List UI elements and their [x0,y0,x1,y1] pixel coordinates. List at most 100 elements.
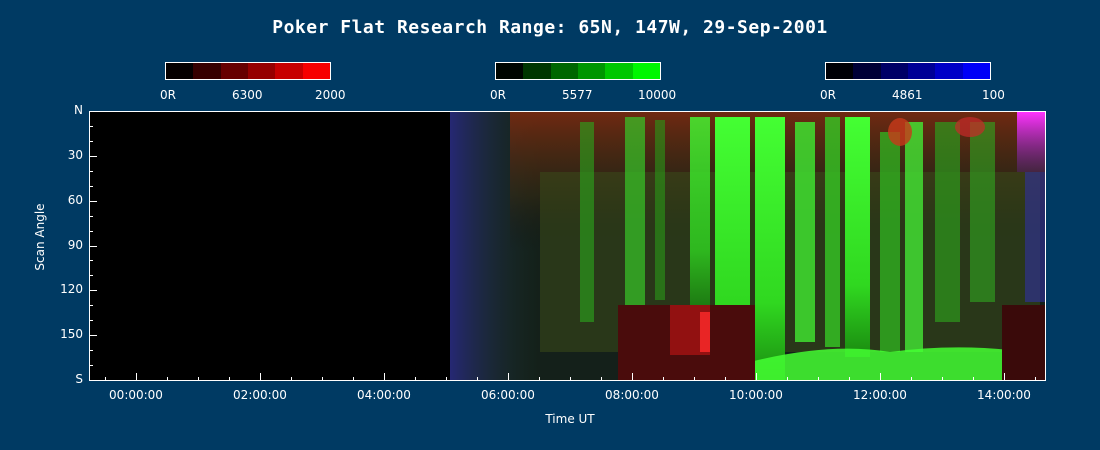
x-minor-tick [322,377,323,381]
colorbar-segment [496,63,524,79]
colorbar-segment [577,63,606,79]
colorbar-segment [193,63,221,79]
x-tick [136,373,137,381]
y-minor-tick [89,275,93,277]
colorbar-4861-channel-label: 4861 [892,88,923,102]
colorbar-6300 [165,62,331,80]
x-minor-tick [1035,377,1036,381]
keogram-plot-area [89,111,1046,381]
x-minor-tick [229,377,230,381]
x-minor-tick [477,377,478,381]
x-tick [508,373,509,381]
x-tick-label: 10:00:00 [729,388,783,402]
y-tick [89,380,97,381]
y-tick-label: S [75,372,83,386]
x-tick-label: 08:00:00 [605,388,659,402]
x-minor-tick [539,377,540,381]
y-minor-tick [89,305,93,307]
x-minor-tick [911,377,912,381]
colorbar-segment [826,63,854,79]
y-minor-tick [89,365,93,367]
y-minor-tick [89,215,93,217]
y-axis-label: Scan Angle [33,203,47,271]
y-tick [89,155,97,157]
y-minor-tick [89,260,93,262]
x-minor-tick [694,377,695,381]
x-minor-tick [663,377,664,381]
x-minor-tick [601,377,602,381]
y-tick-label: 120 [60,282,83,297]
y-tick-label: 150 [60,327,83,342]
colorbar-segment [166,63,194,79]
x-minor-tick [415,377,416,381]
colorbar-segment [880,63,908,79]
x-minor-tick [942,377,943,381]
colorbar-segment [550,63,578,79]
colorbar-segment [275,63,303,79]
colorbar-5577-min-label: 0R [490,88,506,102]
colorbar-5577 [495,62,661,80]
y-tick-label: 90 [67,237,83,252]
y-minor-tick [89,350,93,352]
colorbar-segment [247,63,276,79]
aurora-image [450,112,1045,380]
x-minor-tick [818,377,819,381]
colorbar-segment [632,63,660,79]
colorbar-4861-min-label: 0R [820,88,836,102]
colorbar-segment [935,63,963,79]
y-minor-tick [89,140,93,142]
x-minor-tick [446,377,447,381]
y-minor-tick [89,230,93,232]
y-minor-tick [89,125,93,127]
colorbar-5577-channel-label: 5577 [562,88,593,102]
y-tick-label: 30 [67,147,83,162]
y-tick-label: 60 [67,192,83,207]
y-tick [89,200,97,202]
colorbar-segment [302,63,330,79]
x-tick [384,373,385,381]
x-tick-label: 00:00:00 [109,388,163,402]
x-tick-label: 12:00:00 [853,388,907,402]
y-tick [89,290,97,292]
x-tick [260,373,261,381]
y-minor-tick [89,185,93,187]
chart-title: Poker Flat Research Range: 65N, 147W, 29… [272,17,828,38]
y-minor-tick [89,170,93,172]
colorbar-segment [907,63,936,79]
colorbar-segment [605,63,633,79]
colorbar-segment [523,63,551,79]
x-minor-tick [570,377,571,381]
colorbar-4861-max-label: 100 [982,88,1005,102]
colorbar-4861 [825,62,991,80]
x-minor-tick [849,377,850,381]
colorbar-segment [220,63,248,79]
x-tick-label: 14:00:00 [977,388,1031,402]
x-tick [632,373,633,381]
x-minor-tick [353,377,354,381]
colorbar-6300-max-label: 2000 [315,88,346,102]
x-axis-label: Time UT [545,412,595,426]
x-tick [880,373,881,381]
x-minor-tick [725,377,726,381]
x-minor-tick [973,377,974,381]
y-tick-label: N [74,103,83,117]
colorbar-6300-channel-label: 6300 [232,88,263,102]
x-tick-label: 04:00:00 [357,388,411,402]
y-tick [89,335,97,337]
colorbar-segment [962,63,990,79]
x-minor-tick [105,377,106,381]
colorbar-segment [853,63,881,79]
x-tick-label: 02:00:00 [233,388,287,402]
x-minor-tick [291,377,292,381]
colorbar-5577-max-label: 10000 [638,88,677,102]
x-tick-label: 06:00:00 [481,388,535,402]
x-minor-tick [198,377,199,381]
x-minor-tick [167,377,168,381]
y-tick [89,245,97,247]
x-tick [1004,373,1005,381]
colorbar-6300-min-label: 0R [160,88,176,102]
x-minor-tick [787,377,788,381]
y-minor-tick [89,320,93,322]
x-tick [756,373,757,381]
y-tick [89,111,97,112]
